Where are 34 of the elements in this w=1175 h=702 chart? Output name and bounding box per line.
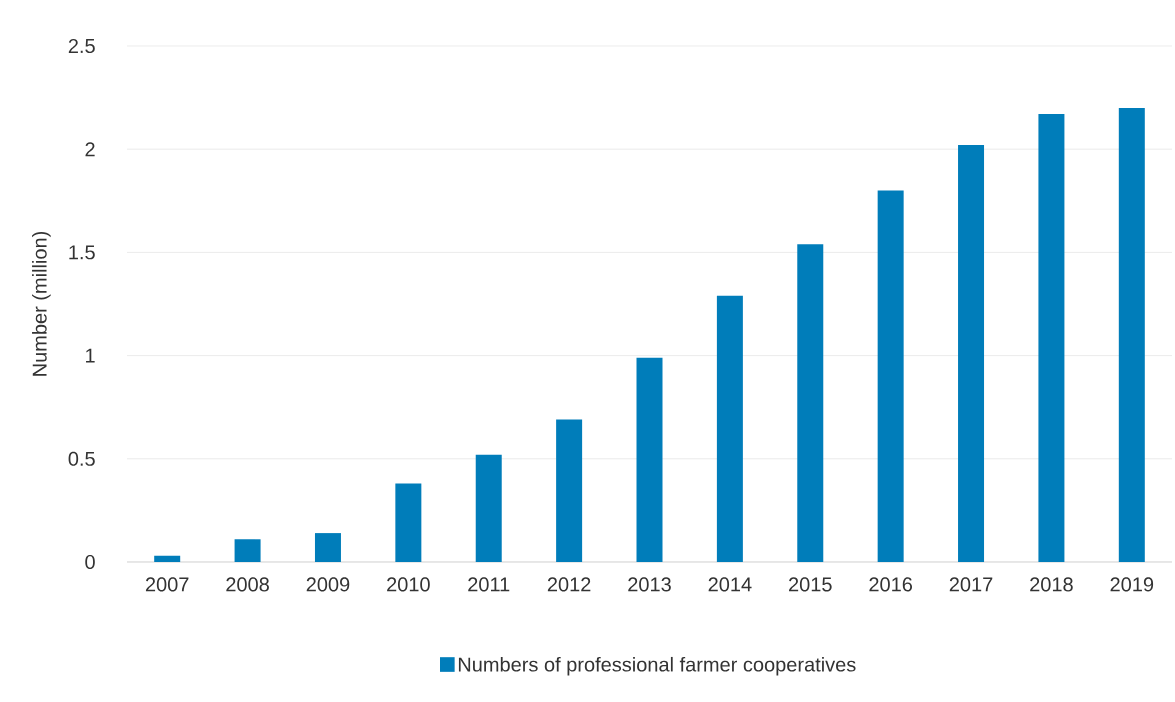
x-tick-label: 2010 [387, 577, 430, 592]
x-tick-label: 2013 [628, 577, 671, 592]
bar [716, 295, 743, 562]
x-tick-label: 2016 [869, 577, 913, 592]
x-tick-label: 2009 [306, 577, 350, 592]
bar [877, 190, 904, 562]
bar [797, 244, 824, 562]
x-tick-label: 2015 [789, 577, 832, 592]
y-tick-label: 1 [86, 348, 95, 363]
bar [234, 539, 261, 562]
bar [556, 419, 583, 562]
legend-label: Numbers of professional farmer cooperatives [458, 656, 856, 676]
y-tick-label: 2 [85, 142, 95, 157]
y-tick-label: 0.5 [68, 451, 95, 466]
bar [314, 533, 341, 562]
x-tick-label: 2014 [708, 577, 752, 592]
y-tick-label: 2.5 [68, 38, 95, 54]
x-tick-label: 2011 [468, 577, 510, 592]
x-tick-label: 2008 [226, 577, 269, 592]
y-tick-label: 1.5 [69, 245, 95, 260]
x-tick-label: 2007 [145, 577, 189, 592]
bar [958, 145, 985, 562]
x-tick-label: 2019 [1110, 577, 1154, 592]
bar [636, 357, 663, 562]
y-axis-title: Number (million) [32, 231, 51, 376]
bar [1118, 107, 1145, 562]
x-tick-label: 2012 [547, 577, 591, 592]
bar [1038, 114, 1065, 562]
bar [154, 555, 181, 562]
x-tick-label: 2017 [949, 577, 993, 592]
x-tick-label: 2018 [1030, 577, 1073, 592]
bar [475, 454, 502, 562]
bar [395, 483, 422, 562]
y-tick-label: 0 [85, 554, 95, 570]
